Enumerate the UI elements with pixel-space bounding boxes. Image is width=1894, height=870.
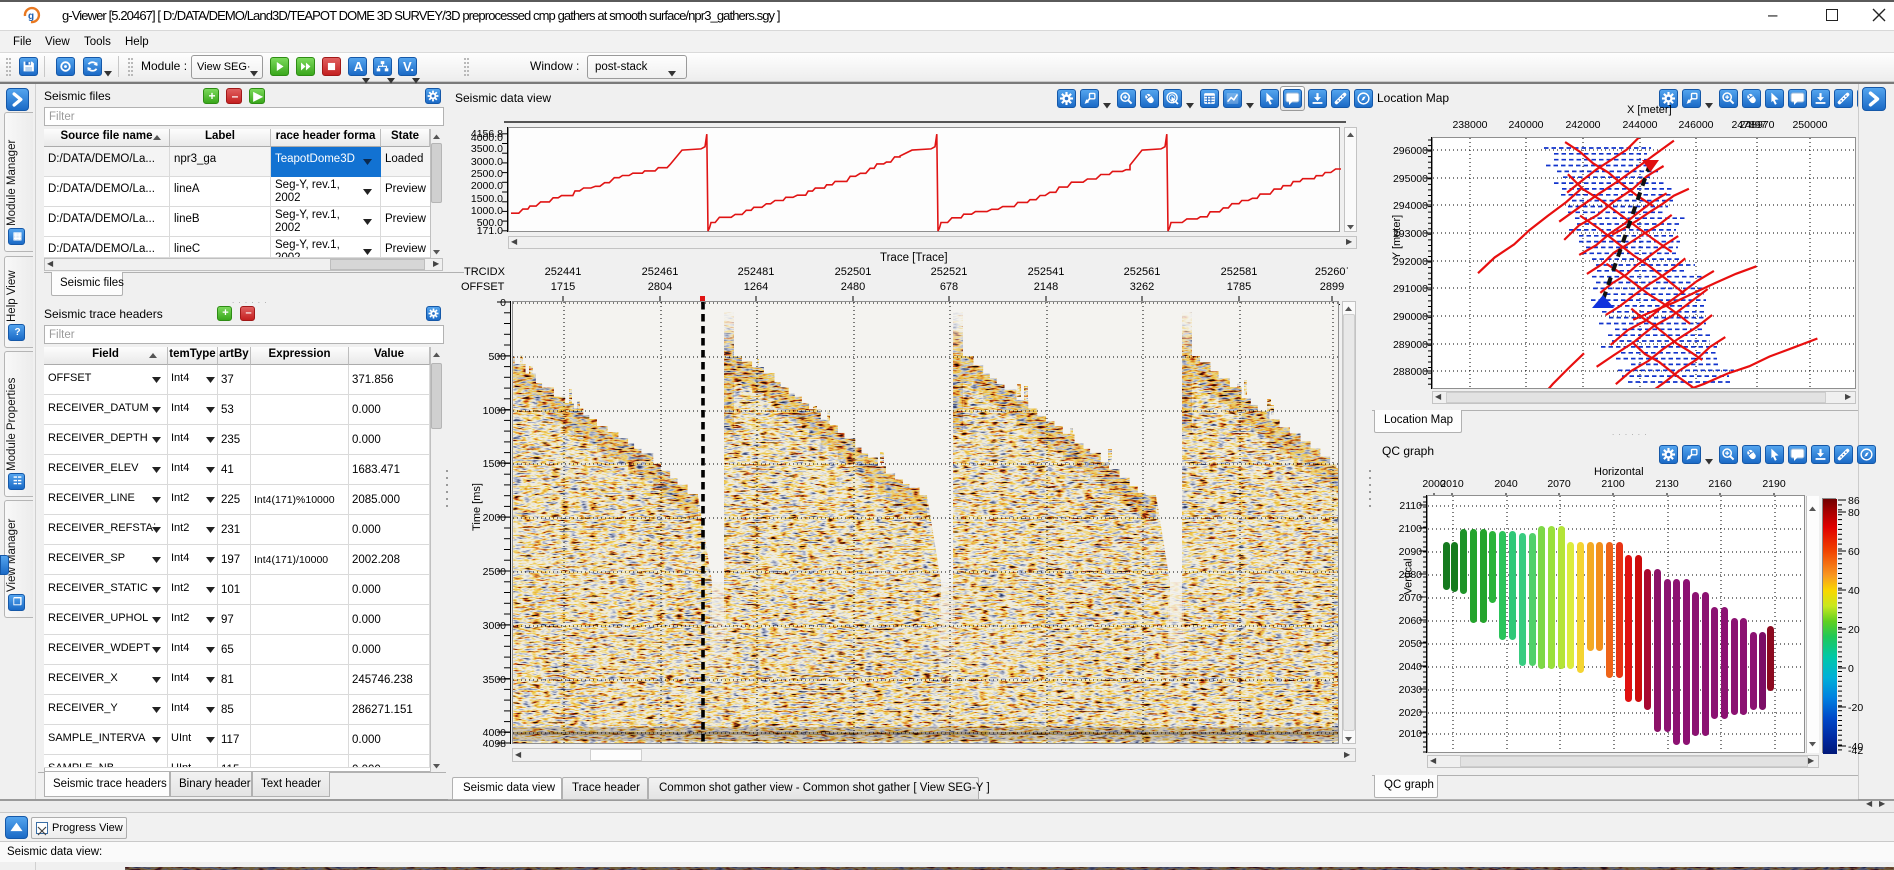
svg-text:g: g [28,11,34,22]
